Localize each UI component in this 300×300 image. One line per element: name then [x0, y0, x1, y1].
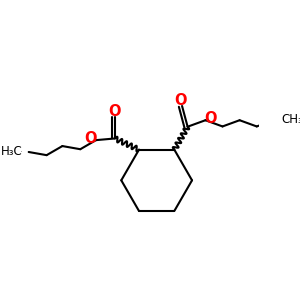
- Text: H₃C: H₃C: [1, 145, 22, 158]
- Text: H: H: [21, 151, 22, 152]
- Text: CH₃: CH₃: [281, 113, 300, 126]
- Text: O: O: [84, 131, 97, 146]
- Text: O: O: [205, 111, 217, 126]
- Text: O: O: [109, 104, 121, 119]
- Text: O: O: [174, 93, 187, 108]
